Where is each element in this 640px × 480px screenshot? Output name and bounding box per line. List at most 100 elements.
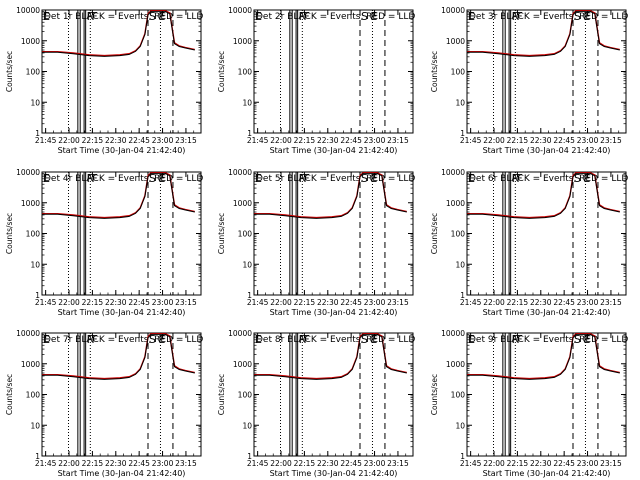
x-tick-label: 22:45 (340, 298, 362, 307)
y-tick-label: 10 (30, 98, 40, 107)
event-marker-label: F (303, 10, 309, 23)
event-marker-label: F (516, 333, 522, 346)
y-tick-label: 10 (455, 260, 465, 269)
y-tick-label: 10 (30, 421, 40, 430)
x-axis-label: Start Time (30-Jan-04 21:42:40) (483, 469, 611, 478)
x-axis-label: Start Time (30-Jan-04 21:42:40) (58, 469, 186, 478)
detector-panel: Det 1r BLACK = Events, RED = LLD 1 10 100 10… (5, 6, 203, 155)
y-axis-label: Counts/sec (5, 51, 14, 92)
panel-title: Det 2r BLACK = Events, RED = LLD (256, 12, 415, 22)
panel-title: Det 8r BLACK = Events, RED = LLD (256, 335, 415, 345)
x-tick-label: 22:15 (294, 136, 316, 145)
x-tick-label: 22:00 (270, 459, 292, 468)
x-tick-label: 23:15 (387, 136, 409, 145)
x-tick-label: 22:30 (105, 136, 127, 145)
event-marker-label: E (468, 172, 475, 185)
y-tick-label: 100 (26, 68, 41, 77)
x-axis-label: Start Time (30-Jan-04 21:42:40) (483, 308, 611, 317)
event-marker-label: E (468, 333, 475, 346)
y-tick-label: 10000 (441, 6, 465, 15)
plot-frame (41, 9, 202, 134)
y-axis-label: Counts/sec (217, 51, 226, 92)
x-tick-label: 21:45 (35, 136, 57, 145)
panel-title: Det 1r BLACK = Events, RED = LLD (44, 12, 203, 22)
event-marker-label: S (574, 172, 581, 185)
event-marker-label: F (91, 10, 97, 23)
y-tick-label: 10 (30, 260, 40, 269)
y-tick-label: 100 (238, 230, 253, 239)
x-tick-label: 22:45 (553, 298, 575, 307)
detector-panel: Det 6r BLACK = Events, RED = LLD 1 10 100 10… (430, 168, 628, 317)
x-axis-label: Start Time (30-Jan-04 21:42:40) (270, 469, 398, 478)
x-tick-label: 21:45 (35, 459, 57, 468)
x-tick-label: 21:45 (247, 459, 269, 468)
x-tick-label: 21:45 (460, 298, 482, 307)
x-tick-label: 23:00 (364, 136, 386, 145)
event-marker-label: E (255, 172, 262, 185)
y-tick-label: 1000 (233, 199, 252, 208)
x-tick-label: 22:00 (483, 459, 505, 468)
y-axis-label: Counts/sec (217, 374, 226, 415)
y-tick-label: 1000 (21, 199, 40, 208)
x-tick-label: 21:45 (247, 298, 269, 307)
y-tick-label: 1 (460, 129, 465, 138)
detector-panel: Det 4r BLACK = Events, RED = LLD 1 10 100 10… (5, 168, 203, 317)
detector-panel: Det 5r BLACK = Events, RED = LLD 1 10 100 10… (217, 168, 415, 317)
x-tick-label: 22:30 (317, 298, 339, 307)
x-axis-label: Start Time (30-Jan-04 21:42:40) (58, 308, 186, 317)
x-tick-label: 21:45 (460, 459, 482, 468)
y-tick-label: 10000 (16, 168, 40, 177)
x-tick-label: 22:00 (270, 136, 292, 145)
x-axis-label: Start Time (30-Jan-04 21:42:40) (483, 146, 611, 155)
x-tick-label: 22:45 (128, 459, 150, 468)
x-tick-label: 23:00 (364, 298, 386, 307)
event-marker-label: E (370, 172, 377, 185)
y-axis-label: Counts/sec (217, 213, 226, 254)
panel-title: Det 7r BLACK = Events, RED = LLD (44, 335, 203, 345)
event-marker-label: F (87, 10, 93, 23)
x-tick-label: 22:00 (58, 136, 80, 145)
y-tick-label: 100 (451, 68, 466, 77)
y-axis-label: Counts/sec (430, 51, 439, 92)
x-tick-label: 23:15 (387, 298, 409, 307)
event-marker-label: F (516, 172, 522, 185)
event-marker-label: S (149, 172, 156, 185)
y-tick-label: 10 (242, 260, 252, 269)
event-marker-label: F (512, 10, 518, 23)
x-tick-label: 23:15 (175, 136, 197, 145)
x-tick-label: 22:30 (530, 136, 552, 145)
x-tick-label: 22:00 (58, 459, 80, 468)
event-marker-label: F (299, 10, 305, 23)
event-marker-label: E (468, 10, 475, 23)
x-tick-label: 22:00 (483, 136, 505, 145)
y-tick-label: 10000 (441, 168, 465, 177)
x-tick-label: 22:30 (317, 136, 339, 145)
x-tick-label: 22:30 (317, 459, 339, 468)
events-series-line (467, 172, 620, 219)
event-marker-label: E (255, 10, 262, 23)
event-marker-label: F (299, 172, 305, 185)
event-marker-label: F (512, 333, 518, 346)
panel-title: Det 3r BLACK = Events, RED = LLD (469, 12, 628, 22)
y-tick-label: 1000 (446, 37, 465, 46)
x-axis-label: Start Time (30-Jan-04 21:42:40) (270, 146, 398, 155)
y-tick-label: 100 (451, 391, 466, 400)
x-tick-label: 22:45 (340, 136, 362, 145)
plot-frame (253, 9, 414, 134)
event-marker-label: E (583, 10, 590, 23)
event-marker-label: E (370, 333, 377, 346)
detector-panel: Det 8r BLACK = Events, RED = LLD 1 10 100 10… (217, 329, 415, 478)
x-tick-label: 22:45 (553, 136, 575, 145)
y-tick-label: 10000 (16, 6, 40, 15)
plot-frame (253, 171, 414, 296)
x-tick-label: 23:00 (364, 459, 386, 468)
y-axis-label: Counts/sec (5, 374, 14, 415)
y-tick-label: 100 (26, 230, 41, 239)
event-marker-label: E (43, 333, 50, 346)
y-tick-label: 100 (238, 68, 253, 77)
event-marker-label: F (516, 10, 522, 23)
y-axis-label: Counts/sec (5, 213, 14, 254)
event-marker-label: F (303, 333, 309, 346)
event-marker-label: F (91, 333, 97, 346)
